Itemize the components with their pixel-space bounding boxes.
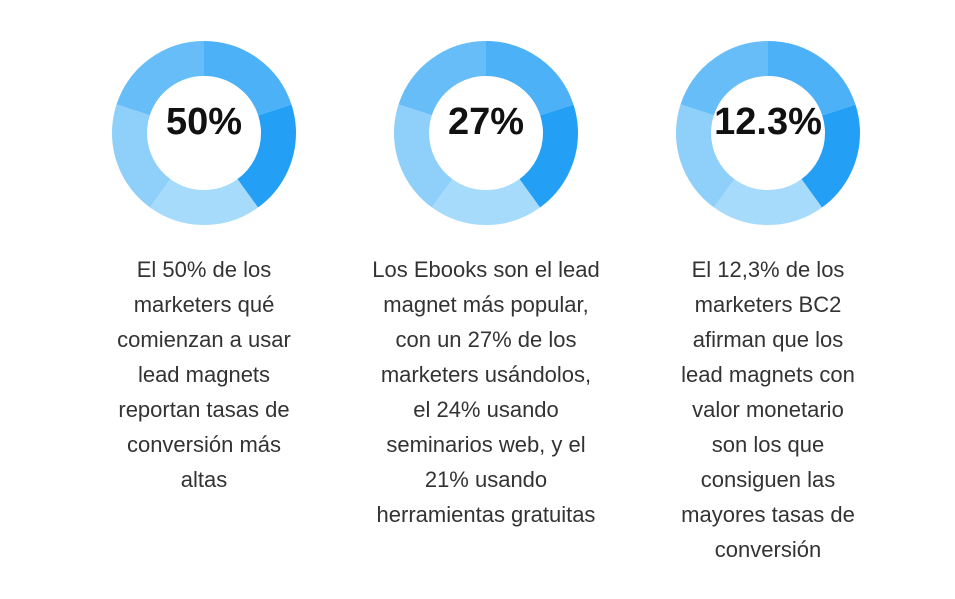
stat-description: Los Ebooks son el lead magnet más popular… <box>336 252 636 532</box>
description-line: altas <box>180 467 228 492</box>
description-line: mayores tasas de <box>681 502 855 527</box>
description-line: seminarios web, y el <box>386 432 586 457</box>
description-line: marketers qué <box>133 292 275 317</box>
stat-column: 50% El 50% de los marketers qué comienzan a… <box>54 0 354 492</box>
donut: 12.3% <box>676 41 860 225</box>
description-line: el 24% usando <box>413 397 559 422</box>
description-line: El 12,3% de los <box>691 257 845 282</box>
description-line: marketers usándolos, <box>380 362 592 387</box>
description-line: magnet más popular, <box>383 292 589 317</box>
description-line: consiguen las <box>700 467 836 492</box>
description-line: 21% usando <box>424 467 548 492</box>
stat-value: 50% <box>166 101 242 143</box>
description-line: lead magnets <box>137 362 271 387</box>
donut-segment <box>112 41 296 225</box>
stat-value: 27% <box>448 101 524 143</box>
description-line: reportan tasas de <box>118 397 290 422</box>
donut: 50% <box>112 41 296 225</box>
donut-segment <box>112 41 296 225</box>
stat-description: El 12,3% de los marketers BC2 afirman que … <box>618 252 918 567</box>
donut-segment <box>676 41 860 225</box>
stat-value: 12.3% <box>714 101 822 143</box>
stat-description: El 50% de los marketers qué comienzan a us… <box>54 252 354 497</box>
description-line: herramientas gratuitas <box>376 502 596 527</box>
donut: 27% <box>394 41 578 225</box>
donut-segment <box>676 41 860 225</box>
donut-segment <box>394 41 578 225</box>
description-line: El 50% de los <box>136 257 272 282</box>
description-line: afirman que los <box>692 327 844 352</box>
description-line: valor monetario <box>692 397 844 422</box>
description-line: con un 27% de los <box>395 327 577 352</box>
donut-segment <box>394 41 578 225</box>
description-line: comienzan a usar <box>117 327 291 352</box>
donut-segment <box>112 41 296 225</box>
donut-segment <box>676 41 860 225</box>
donut-segment <box>112 41 296 225</box>
description-line: marketers BC2 <box>694 292 842 317</box>
description-line: conversión más <box>126 432 282 457</box>
description-line: son los que <box>711 432 825 457</box>
stat-column: 12.3% El 12,3% de los marketers BC2 afirman… <box>618 0 918 562</box>
description-line: conversión <box>714 537 822 562</box>
donut-segment <box>676 41 860 225</box>
description-line: lead magnets con <box>681 362 855 387</box>
donut-segment <box>394 41 578 225</box>
donut-segment <box>394 41 578 225</box>
stat-column: 27% Los Ebooks son el lead magnet más popu… <box>336 0 636 527</box>
description-line: Los Ebooks son el lead <box>372 257 600 282</box>
